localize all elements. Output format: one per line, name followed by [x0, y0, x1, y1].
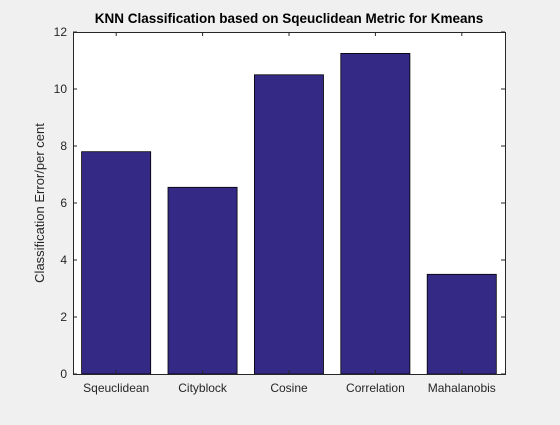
y-tick-label: 6 — [60, 196, 67, 210]
x-tick-label: Sqeuclidean — [83, 381, 149, 395]
axes-frame — [73, 32, 506, 375]
ticks-group: Sqeuclidean Cityblock Cosine Correlation Mah… — [54, 25, 505, 395]
y-tick-label: 12 — [54, 25, 68, 39]
y-tick-label: 8 — [60, 139, 67, 153]
bar-correlation — [340, 53, 411, 375]
bar-sqeuclidean — [81, 151, 152, 375]
y-tick-label: 4 — [60, 253, 67, 267]
bar-mahalanobis — [426, 273, 497, 375]
y-axis-label: Classification Error/per cent — [32, 123, 47, 283]
y-tick-label: 2 — [60, 310, 67, 324]
bar-cosine — [253, 74, 324, 375]
bars-group — [81, 53, 497, 375]
y-tick-label: 10 — [54, 82, 68, 96]
bar-cityblock — [167, 186, 238, 375]
y-tick-label: 0 — [60, 367, 67, 381]
x-tick-label: Correlation — [346, 381, 405, 395]
x-tick-label: Mahalanobis — [428, 381, 496, 395]
x-tick-label: Cityblock — [178, 381, 228, 395]
chart-title: KNN Classification based on Sqeuclidean … — [95, 11, 484, 26]
x-tick-label: Cosine — [270, 381, 308, 395]
